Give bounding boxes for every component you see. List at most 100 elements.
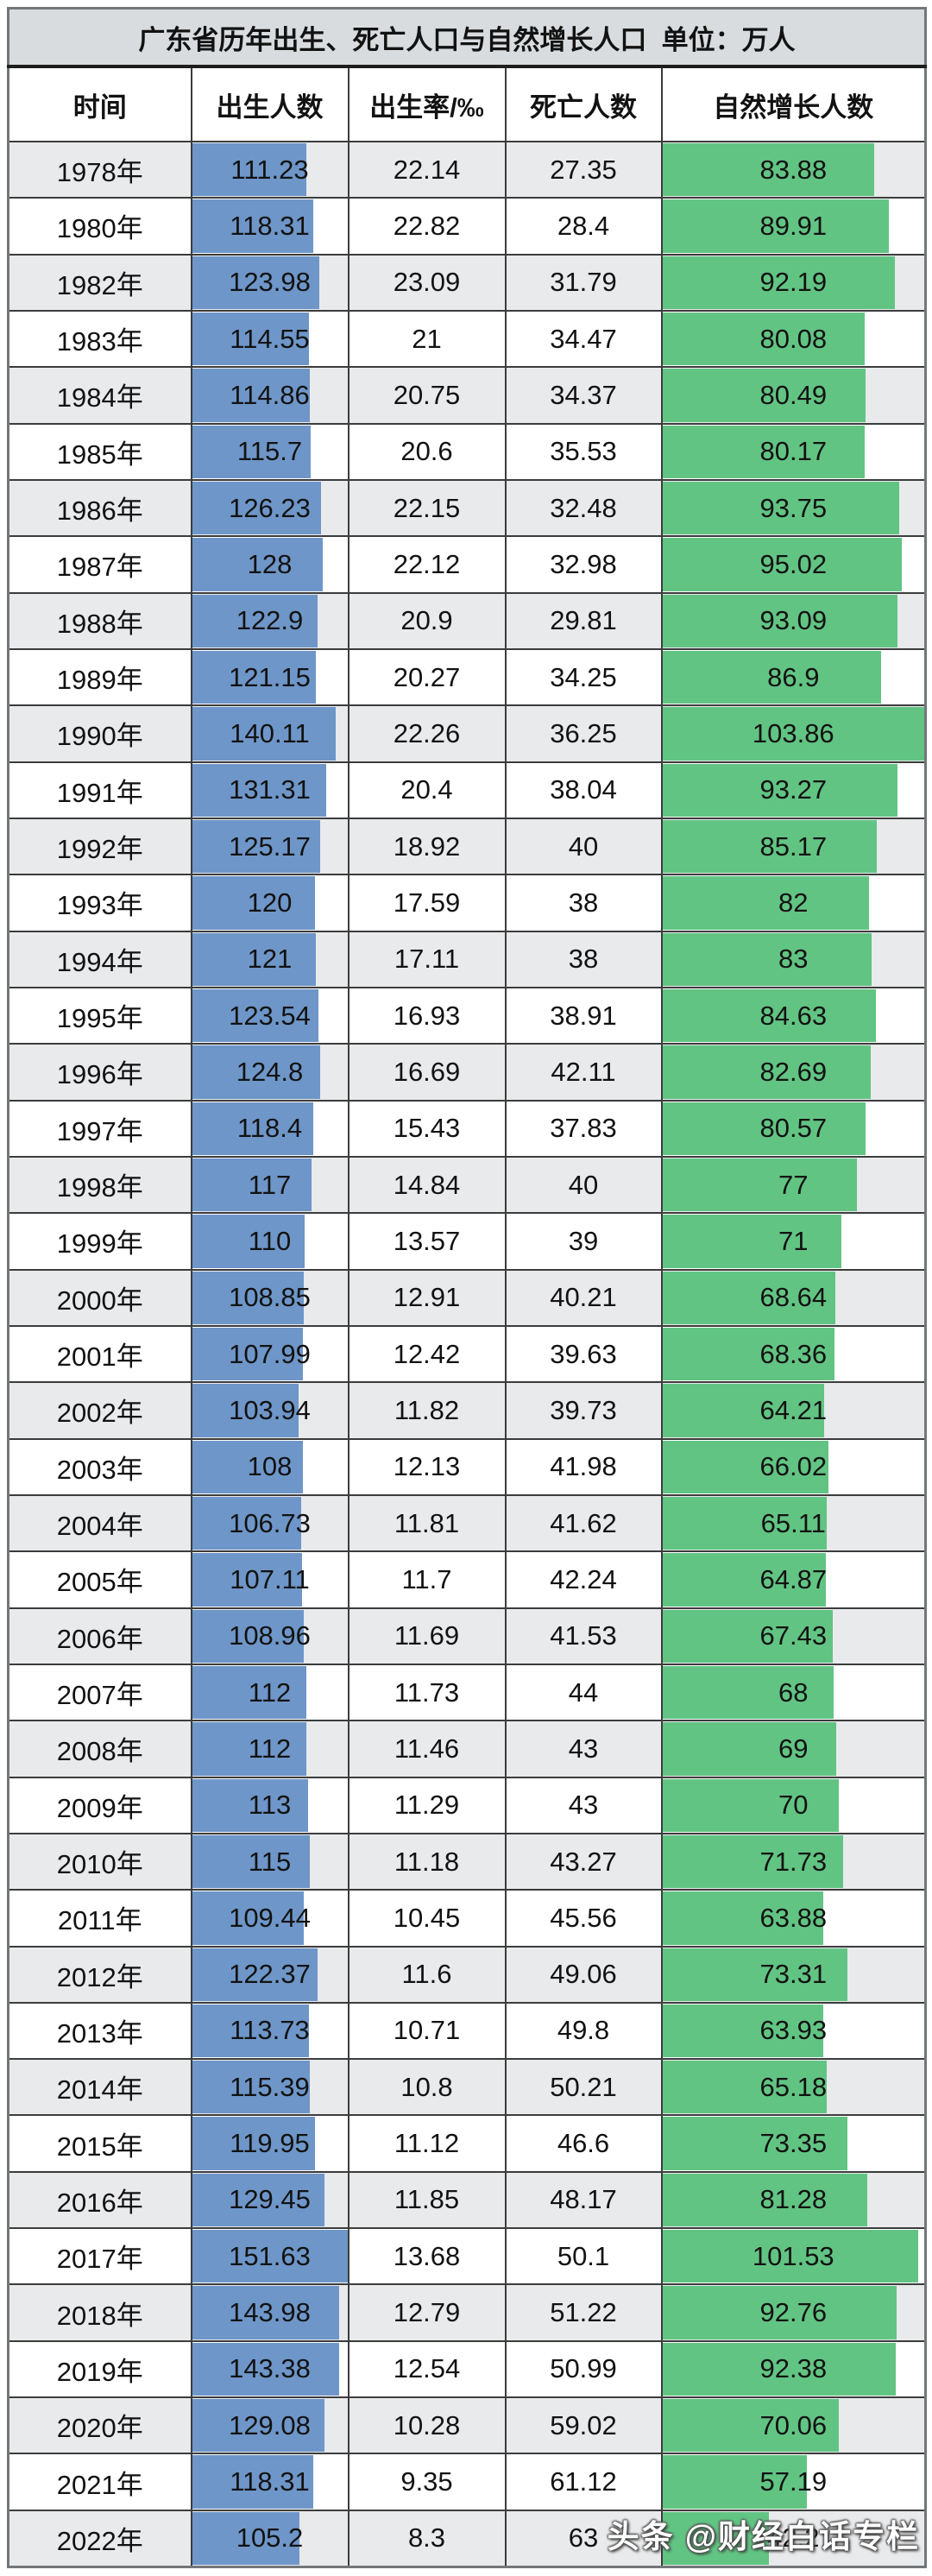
table-row: 2002年 103.94 11.82 39.73 64.21	[7, 1381, 927, 1440]
births-cell: 115.7	[190, 422, 350, 481]
birth-rate-cell: 11.69	[347, 1607, 507, 1665]
table-row: 1983年 114.55 21 34.47 80.08	[7, 309, 927, 369]
growth-bar	[663, 594, 897, 647]
year-cell: 2009年	[7, 1776, 192, 1834]
deaths-cell: 41.62	[504, 1493, 663, 1553]
deaths-cell: 38.04	[504, 761, 663, 819]
deaths-cell: 39.73	[504, 1381, 663, 1440]
cell-value: 65.11	[760, 1507, 826, 1538]
growth-cell: 93.75	[660, 478, 927, 538]
cell-value: 93.27	[759, 774, 828, 805]
birth-rate-cell: 13.57	[347, 1212, 507, 1271]
cell-value: 89.91	[759, 210, 828, 241]
births-cell: 122.9	[190, 591, 350, 650]
cell-value: 64.21	[759, 1394, 828, 1425]
cell-value: 101.53	[752, 2240, 834, 2271]
cell-value: 80.08	[759, 323, 828, 354]
growth-bar	[663, 1722, 837, 1776]
cell-value: 83.88	[759, 154, 828, 185]
deaths-cell: 38	[504, 930, 663, 988]
cell-value: 107.11	[230, 1563, 310, 1594]
growth-cell: 103.86	[660, 704, 927, 763]
table-row: 1989年 121.15 20.27 34.25 86.9	[7, 647, 927, 707]
cell-value: 107.99	[229, 1338, 311, 1369]
growth-bar	[663, 143, 874, 197]
year-cell: 1983年	[7, 309, 192, 369]
year-cell: 1986年	[7, 478, 192, 538]
col-header-deaths: 死亡人数	[504, 66, 663, 142]
table-row: 1994年 121 17.11 38 83	[7, 930, 927, 988]
births-cell: 111.23	[190, 140, 350, 199]
table-row: 2022年 105.2 8.3 63 42.2	[7, 2509, 927, 2568]
table-row: 1984年 114.86 20.75 34.37 80.49	[7, 366, 927, 425]
cell-value: 82	[778, 887, 809, 918]
growth-bar	[663, 1891, 824, 1945]
cell-value: 143.38	[229, 2353, 311, 2384]
cell-value: 121.15	[229, 661, 311, 692]
growth-bar	[663, 1327, 835, 1381]
cell-value: 63.93	[759, 2015, 828, 2046]
growth-cell: 70.06	[660, 2396, 927, 2455]
cell-value: 92.19	[759, 267, 828, 298]
births-bar	[192, 1834, 310, 1889]
growth-bar	[663, 1215, 841, 1268]
year-cell: 1984年	[7, 366, 192, 425]
deaths-cell: 42.24	[504, 1550, 663, 1609]
year-cell: 2007年	[7, 1663, 192, 1722]
deaths-cell: 34.25	[504, 647, 663, 707]
growth-cell: 86.9	[660, 647, 927, 707]
births-bar	[192, 1440, 303, 1493]
growth-bar	[663, 650, 882, 704]
births-cell: 125.17	[190, 817, 350, 876]
table-row: 1995年 123.54 16.93 38.91 84.63	[7, 986, 927, 1045]
births-bar	[192, 1948, 318, 2001]
cell-value: 131.31	[229, 774, 311, 805]
births-bar	[192, 256, 319, 309]
cell-value: 83	[778, 944, 809, 975]
table-row: 2016年 129.45 11.85 48.17 81.28	[7, 2170, 927, 2230]
growth-cell: 63.93	[660, 2001, 927, 2061]
cell-value: 93.75	[759, 492, 828, 523]
cell-value: 113	[248, 1790, 292, 1821]
table-row: 2006年 108.96 11.69 41.53 67.43	[7, 1607, 927, 1665]
deaths-cell: 27.35	[504, 140, 663, 199]
table-row: 2017年 151.63 13.68 50.1 101.53	[7, 2227, 927, 2286]
growth-cell: 64.87	[660, 1550, 927, 1609]
cell-value: 66.02	[759, 1451, 828, 1482]
growth-cell: 93.09	[660, 591, 927, 650]
table-row: 1992年 125.17 18.92 40 85.17	[7, 817, 927, 876]
growth-bar	[663, 707, 924, 761]
growth-cell: 80.49	[660, 366, 927, 425]
birth-rate-cell: 10.8	[347, 2058, 507, 2117]
deaths-cell: 32.48	[504, 478, 663, 538]
cell-value: 112	[248, 1676, 292, 1708]
cell-value: 143.98	[229, 2297, 311, 2328]
year-cell: 2017年	[7, 2227, 192, 2286]
table-row: 1998年 117 14.84 40 77	[7, 1155, 927, 1215]
growth-bar	[663, 1158, 857, 1212]
births-cell: 131.31	[190, 761, 350, 819]
watermark: 头条 @财经白话专栏	[607, 2519, 920, 2554]
deaths-cell: 43	[504, 1720, 663, 1778]
birth-rate-cell: 20.27	[347, 647, 507, 707]
birth-rate-cell: 22.14	[347, 140, 507, 199]
growth-cell: 57.19	[660, 2453, 927, 2511]
year-cell: 2012年	[7, 1945, 192, 2004]
birth-rate-cell: 20.9	[347, 591, 507, 650]
births-cell: 126.23	[190, 478, 350, 538]
births-bar	[192, 650, 317, 704]
births-cell: 106.73	[190, 1493, 350, 1553]
deaths-cell: 36.25	[504, 704, 663, 763]
births-cell: 120	[190, 874, 350, 932]
growth-bar	[663, 256, 895, 309]
births-bar	[192, 1553, 302, 1607]
cell-value: 119.95	[230, 2128, 310, 2159]
births-bar	[192, 1891, 305, 1945]
cell-value: 124.8	[236, 1056, 304, 1087]
year-cell: 2020年	[7, 2396, 192, 2455]
growth-bar	[663, 369, 866, 422]
year-cell: 1987年	[7, 535, 192, 594]
cell-value: 115.39	[230, 2071, 310, 2102]
births-bar	[192, 2230, 347, 2283]
growth-cell: 66.02	[660, 1437, 927, 1496]
